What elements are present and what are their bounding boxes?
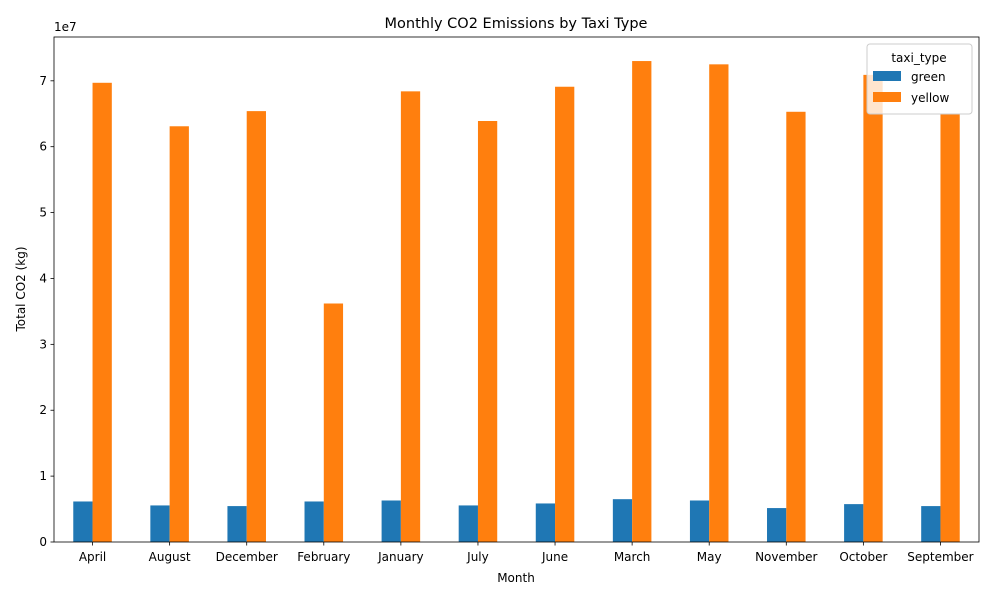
bar-green-february bbox=[304, 501, 324, 542]
x-tick-label: November bbox=[755, 550, 817, 564]
legend-title: taxi_type bbox=[891, 51, 946, 65]
bar-green-may bbox=[689, 500, 710, 542]
bar-green-march bbox=[612, 499, 633, 542]
bar-green-august bbox=[150, 505, 170, 542]
bar-yellow-october bbox=[863, 74, 883, 542]
y-tick-label: 7 bbox=[39, 74, 47, 88]
plot-frame bbox=[53, 36, 980, 543]
y-offset-text: 1e7 bbox=[54, 20, 77, 34]
legend-label-green: green bbox=[911, 70, 946, 84]
x-tick-label: October bbox=[839, 550, 887, 564]
bar-green-june bbox=[535, 503, 556, 542]
bar-yellow-july bbox=[477, 121, 498, 542]
bar-yellow-january bbox=[400, 91, 421, 542]
x-tick-label: February bbox=[297, 550, 350, 564]
x-tick-label: September bbox=[907, 550, 973, 564]
y-tick-label: 1 bbox=[39, 469, 47, 483]
legend-swatch-green bbox=[873, 71, 901, 81]
bar-green-december bbox=[227, 506, 247, 542]
bar-green-november bbox=[767, 508, 787, 542]
y-tick-label: 6 bbox=[39, 140, 47, 154]
x-tick-label: May bbox=[697, 550, 722, 564]
x-tick-label: January bbox=[377, 550, 424, 564]
x-tick-label: August bbox=[149, 550, 191, 564]
bar-green-july bbox=[458, 505, 478, 542]
bar-yellow-august bbox=[169, 126, 189, 543]
bar-yellow-september bbox=[940, 114, 960, 542]
bar-yellow-november bbox=[786, 111, 806, 542]
legend-label-yellow: yellow bbox=[911, 91, 949, 105]
bar-green-september bbox=[921, 506, 941, 542]
bars-layer bbox=[73, 61, 960, 543]
y-tick-label: 3 bbox=[39, 337, 47, 351]
y-tick-label: 0 bbox=[39, 535, 47, 549]
bar-yellow-december bbox=[246, 111, 266, 543]
bar-yellow-may bbox=[709, 64, 729, 542]
legend: taxi_type green yellow bbox=[866, 43, 973, 115]
bar-green-april bbox=[73, 501, 93, 542]
y-tick-label: 4 bbox=[39, 271, 47, 285]
y-tick-label: 2 bbox=[39, 403, 47, 417]
x-tick-label: July bbox=[466, 550, 489, 564]
bar-yellow-april bbox=[92, 82, 112, 542]
chart-title: Monthly CO2 Emissions by Taxi Type bbox=[385, 16, 648, 32]
bar-yellow-june bbox=[555, 86, 575, 543]
bar-yellow-march bbox=[632, 61, 652, 543]
bar-green-january bbox=[381, 500, 401, 542]
axes-layer: 0 1 2 3 4 5 6 7 April August December February Janua… bbox=[39, 36, 980, 564]
x-tick-label: December bbox=[216, 550, 278, 564]
bar-green-october bbox=[844, 504, 864, 542]
x-tick-label: March bbox=[614, 550, 651, 564]
y-axis-label: Total CO2 (kg) bbox=[14, 246, 28, 332]
bar-yellow-february bbox=[323, 303, 344, 542]
x-tick-label: June bbox=[541, 550, 568, 564]
legend-swatch-yellow bbox=[873, 92, 901, 102]
x-tick-label: April bbox=[79, 550, 106, 564]
x-axis-label: Month bbox=[497, 571, 535, 585]
y-tick-label: 5 bbox=[39, 206, 47, 220]
